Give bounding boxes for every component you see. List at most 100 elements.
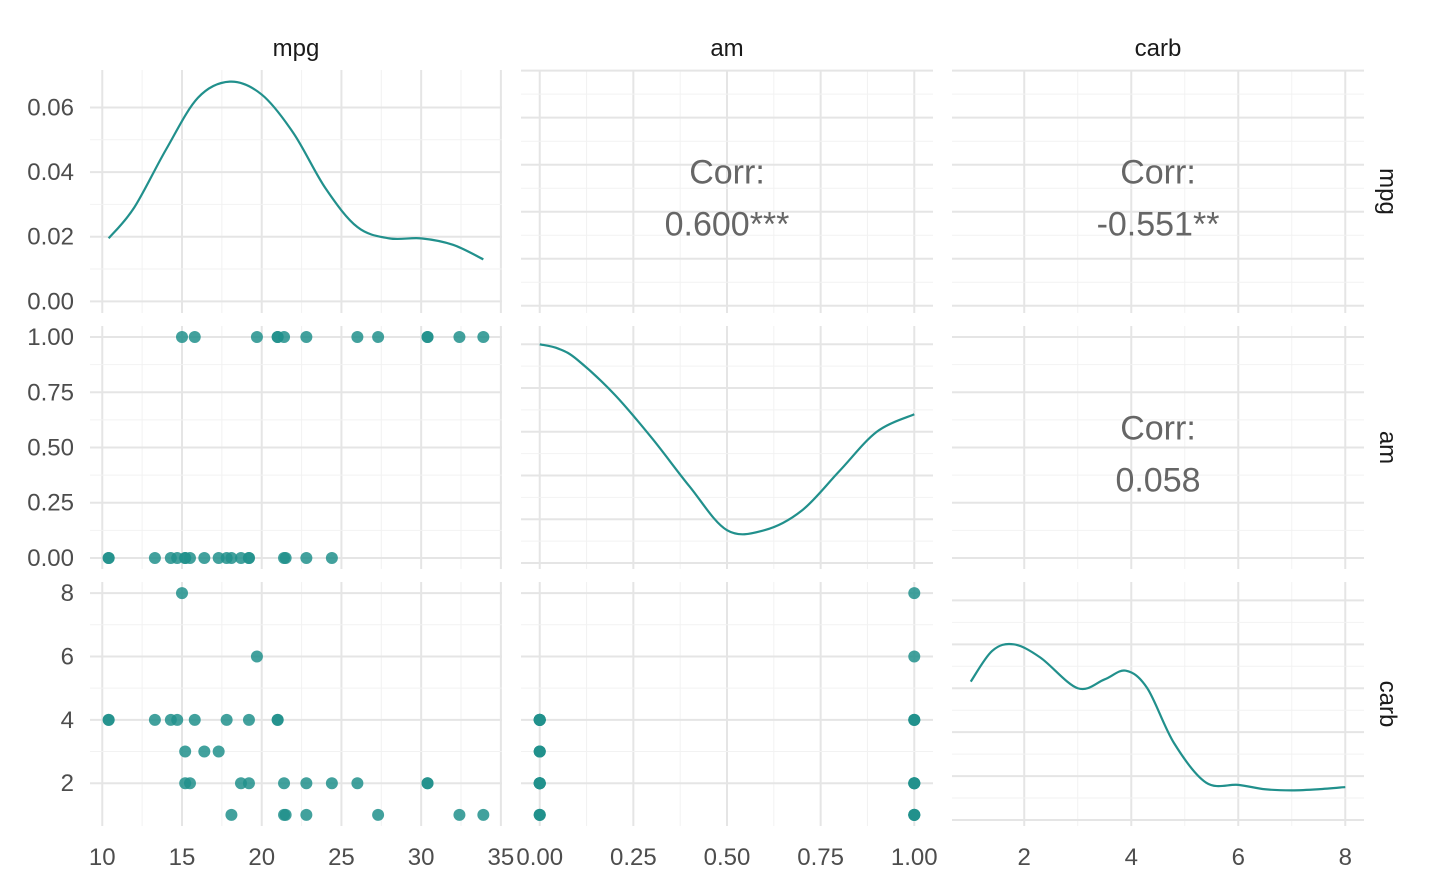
data-point (212, 551, 225, 564)
x-tick-label-mpg: 25 (328, 844, 355, 871)
data-point (242, 777, 255, 790)
data-point (908, 808, 921, 821)
data-point (188, 331, 201, 344)
data-point (242, 713, 255, 726)
corr-value: 0.058 (1115, 462, 1200, 500)
data-point (300, 551, 313, 564)
data-point (325, 551, 338, 564)
y-tick-label-am: 0.75 (27, 379, 74, 406)
x-tick-label-am: 1.00 (891, 844, 938, 871)
data-point (351, 331, 364, 344)
x-tick-label-mpg: 30 (408, 844, 435, 871)
data-point (175, 587, 188, 600)
data-point (300, 808, 313, 821)
data-point (421, 777, 434, 790)
data-point (250, 331, 263, 344)
panel-am-am (521, 326, 933, 569)
data-point (102, 713, 115, 726)
data-point (242, 551, 255, 564)
data-point (908, 650, 921, 663)
x-tick-label-carb: 4 (1125, 844, 1138, 871)
panel-mpg-am: Corr: 0.600*** (521, 69, 933, 313)
density-line-am (539, 343, 915, 536)
x-tick-label-am: 0.25 (610, 844, 657, 871)
panel-am-mpg (90, 326, 502, 569)
data-point (179, 777, 192, 790)
y-tick-label-am: 0.00 (27, 545, 74, 572)
data-point (171, 713, 184, 726)
data-point (351, 777, 364, 790)
data-point (148, 713, 161, 726)
corr-value: 0.600*** (665, 206, 790, 244)
data-point (421, 331, 434, 344)
column-strip-mpg: mpg (273, 35, 320, 62)
panel-mpg-mpg (90, 70, 502, 313)
y-tick-label-mpg: 0.06 (27, 94, 74, 121)
data-point (908, 777, 921, 790)
data-point (102, 551, 115, 564)
data-point (148, 551, 161, 564)
x-tick-label-am: 0.50 (704, 844, 751, 871)
data-point (179, 551, 192, 564)
data-point (278, 331, 291, 344)
y-tick-label-carb: 8 (61, 580, 74, 607)
x-tick-label-carb: 8 (1339, 844, 1352, 871)
data-point (533, 777, 546, 790)
corr-label: Corr: (1120, 410, 1196, 448)
x-tick-label-mpg: 10 (89, 844, 116, 871)
data-point (533, 808, 546, 821)
y-tick-label-am: 0.25 (27, 490, 74, 517)
column-strip-am: am (710, 35, 743, 62)
data-point (477, 808, 490, 821)
y-tick-label-carb: 6 (61, 643, 74, 670)
panel-am-carb: Corr: 0.058 (952, 326, 1364, 569)
y-tick-label-am: 0.50 (27, 435, 74, 462)
data-point (179, 745, 192, 758)
density-line-mpg (107, 80, 484, 261)
y-tick-label-mpg: 0.04 (27, 159, 74, 186)
x-tick-label-carb: 2 (1018, 844, 1031, 871)
data-point (325, 777, 338, 790)
x-tick-label-mpg: 20 (248, 844, 275, 871)
x-tick-label-mpg: 35 (488, 844, 515, 871)
data-point (188, 713, 201, 726)
row-strip-mpg: mpg (1374, 168, 1401, 215)
column-strip-carb: carb (1135, 35, 1182, 62)
data-point (300, 331, 313, 344)
data-point (271, 713, 284, 726)
data-point (533, 745, 546, 758)
data-point (372, 331, 385, 344)
data-point (453, 808, 466, 821)
data-point (220, 713, 233, 726)
density-line-carb (969, 642, 1346, 792)
data-point (198, 551, 211, 564)
row-strip-am: am (1374, 431, 1401, 464)
panel-carb-am (521, 582, 933, 826)
row-strip-carb: carb (1374, 681, 1401, 728)
data-point (175, 331, 188, 344)
data-point (198, 745, 211, 758)
y-tick-label-carb: 4 (61, 707, 74, 734)
y-tick-label-mpg: 0.02 (27, 224, 74, 251)
data-point (225, 808, 238, 821)
y-tick-label-mpg: 0.00 (27, 288, 74, 315)
x-tick-label-am: 0.75 (797, 844, 844, 871)
data-point (279, 808, 292, 821)
data-point (279, 551, 292, 564)
corr-label: Corr: (689, 154, 765, 192)
data-point (453, 331, 466, 344)
data-point (250, 650, 263, 663)
data-point (300, 777, 313, 790)
corr-label: Corr: (1120, 154, 1196, 192)
data-point (372, 808, 385, 821)
data-point (908, 713, 921, 726)
x-tick-label-mpg: 15 (169, 844, 196, 871)
data-point (533, 713, 546, 726)
y-tick-label-am: 1.00 (27, 324, 74, 351)
y-tick-label-carb: 2 (61, 770, 74, 797)
x-tick-label-am: 0.00 (516, 844, 563, 871)
corr-value: -0.551** (1097, 206, 1220, 244)
data-point (212, 745, 225, 758)
data-point (908, 587, 921, 600)
